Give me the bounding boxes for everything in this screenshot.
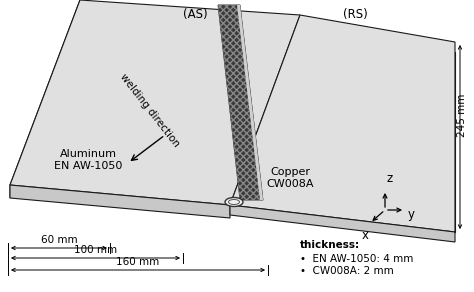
Text: (RS): (RS) [343, 8, 367, 21]
Text: (AS): (AS) [182, 8, 207, 21]
Text: y: y [408, 208, 415, 221]
Polygon shape [10, 185, 230, 218]
Text: •  EN AW-1050: 4 mm: • EN AW-1050: 4 mm [300, 254, 413, 264]
Polygon shape [230, 205, 455, 242]
Text: •  CW008A: 2 mm: • CW008A: 2 mm [300, 266, 394, 276]
Polygon shape [237, 5, 263, 200]
Text: Copper
CW008A: Copper CW008A [266, 167, 314, 189]
Text: 160 mm: 160 mm [117, 257, 160, 267]
Polygon shape [10, 0, 80, 198]
Text: welding direction: welding direction [118, 72, 182, 149]
Ellipse shape [225, 197, 243, 206]
Polygon shape [230, 15, 455, 232]
Text: Aluminum
EN AW-1050: Aluminum EN AW-1050 [54, 149, 122, 171]
Polygon shape [218, 5, 263, 200]
Text: x: x [362, 229, 368, 242]
Text: thickness:: thickness: [300, 240, 360, 250]
Text: 245 mm: 245 mm [457, 94, 467, 137]
Text: z: z [387, 172, 393, 185]
Text: 100 mm: 100 mm [74, 245, 117, 255]
Polygon shape [10, 0, 300, 205]
Text: 60 mm: 60 mm [41, 235, 77, 245]
